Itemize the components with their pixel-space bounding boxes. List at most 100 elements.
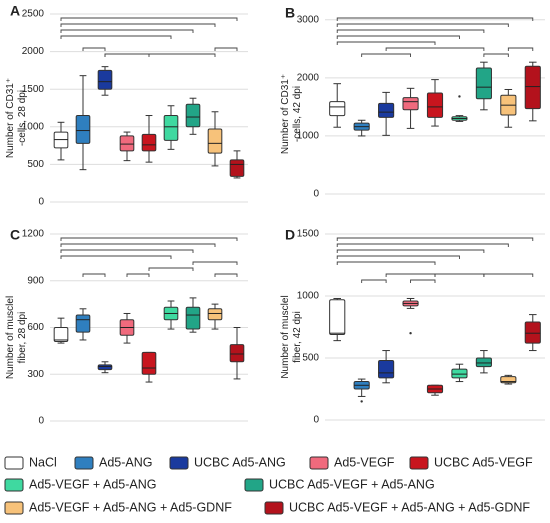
box [141, 133, 157, 152]
legend-swatch [74, 456, 94, 470]
significance-bracket [336, 261, 436, 265]
significance-bracket [336, 41, 436, 45]
significance-bracket [434, 273, 485, 277]
y-tick-label: 300 [27, 369, 44, 380]
legend-label: UCBC Ad5-VEGF + Ad5-ANG + Ad5-GDNF [289, 500, 530, 514]
box [329, 299, 346, 335]
box [97, 364, 113, 371]
y-tick-label: 2000 [297, 73, 320, 84]
y-tick-label: 900 [27, 275, 44, 286]
significance-bracket [60, 255, 172, 259]
significance-bracket [483, 273, 534, 277]
y-axis-label-line: fiber, 28 dpi [17, 312, 28, 364]
legend-swatch [4, 478, 24, 492]
significance-bracket [192, 261, 238, 265]
box [97, 69, 113, 90]
significance-bracket [336, 29, 485, 33]
box [75, 115, 91, 144]
box [75, 314, 91, 333]
y-axis-label-line: -cells, 28 dpi [17, 90, 28, 146]
significance-bracket [385, 273, 436, 277]
box [229, 159, 245, 177]
y-axis-label: Number of musclelfiber, 42 dpi [280, 295, 303, 378]
significance-bracket [60, 237, 238, 241]
panel-label: B [285, 5, 295, 21]
box [163, 115, 179, 141]
box [185, 306, 201, 330]
legend-label: UCBC Ad5-VEGF + Ad5-ANG [269, 477, 435, 491]
box [451, 368, 468, 379]
significance-bracket [60, 29, 194, 33]
significance-bracket [60, 249, 194, 253]
significance-bracket [336, 249, 485, 253]
box [475, 67, 492, 100]
significance-bracket [507, 47, 534, 51]
y-axis-label-line: -cells, 42 dpi [292, 86, 303, 142]
y-tick-label: 1500 [297, 229, 320, 240]
significance-bracket [336, 243, 509, 247]
y-tick-label: 0 [38, 197, 44, 208]
y-axis-label-line: Number of musclel [280, 295, 291, 378]
panel-label: C [10, 227, 20, 243]
significance-bracket [361, 279, 387, 283]
box [378, 359, 395, 379]
box [229, 344, 245, 363]
box [53, 327, 69, 343]
legend-swatch [244, 478, 264, 492]
significance-bracket [336, 255, 460, 259]
box [475, 357, 492, 368]
outlier [458, 95, 461, 98]
y-tick-label: 2500 [22, 9, 45, 20]
y-tick-label: 600 [27, 322, 44, 333]
y-tick-label: 0 [313, 189, 319, 200]
y-tick-label: 1200 [22, 229, 45, 240]
y-axis-label: Number of CD31⁺-cells, 28 dpi [5, 78, 28, 158]
y-axis-label: Number of CD31⁺-cells, 42 dpi [280, 74, 303, 154]
panel-label: A [10, 3, 20, 19]
legend-label: Ad5-ANG [99, 455, 153, 469]
box [378, 102, 395, 118]
y-tick-label: 1000 [297, 291, 320, 302]
legend-label: Ad5-VEGF + Ad5-ANG [29, 477, 156, 491]
significance-bracket [60, 17, 238, 21]
y-tick-label: 0 [38, 416, 44, 427]
significance-bracket [60, 35, 172, 39]
box [329, 101, 346, 117]
significance-bracket [483, 53, 509, 57]
y-axis-label-line: Number of CD31⁺ [280, 74, 291, 154]
y-tick-label: 500 [27, 159, 44, 170]
significance-bracket [214, 47, 238, 51]
box [524, 321, 541, 344]
legend-label: Ad5-VEGF [334, 455, 395, 469]
legend-swatch [4, 501, 24, 515]
legend-swatch [4, 456, 24, 470]
significance-bracket [336, 23, 509, 27]
box [119, 135, 135, 152]
y-tick-label: 1000 [22, 121, 45, 132]
y-axis-label-line: Number of musclel [5, 296, 16, 379]
legend-swatch [169, 456, 189, 470]
significance-bracket [336, 17, 534, 21]
y-tick-label: 0 [313, 415, 319, 426]
y-tick-label: 1500 [22, 84, 45, 95]
legend-label: UCBC Ad5-ANG [194, 455, 286, 469]
box [524, 65, 541, 110]
significance-bracket [336, 35, 460, 39]
box [185, 103, 201, 128]
significance-bracket [148, 267, 194, 271]
box [207, 308, 223, 321]
significance-bracket [361, 53, 412, 57]
significance-bracket [336, 237, 534, 241]
legend-label: UCBC Ad5-VEGF [434, 455, 533, 469]
y-axis-label-line: Number of CD31⁺ [5, 78, 16, 158]
legend-label: NaCl [29, 455, 57, 469]
y-axis-label: Number of musclelfiber, 28 dpi [5, 296, 28, 379]
outlier [409, 332, 412, 335]
significance-bracket [60, 23, 216, 27]
significance-bracket [410, 279, 436, 283]
legend-label: Ad5-VEGF + Ad5-ANG + Ad5-GDNF [29, 500, 232, 514]
significance-bracket [385, 47, 485, 51]
y-tick-label: 1000 [297, 131, 320, 142]
significance-bracket [104, 53, 216, 57]
